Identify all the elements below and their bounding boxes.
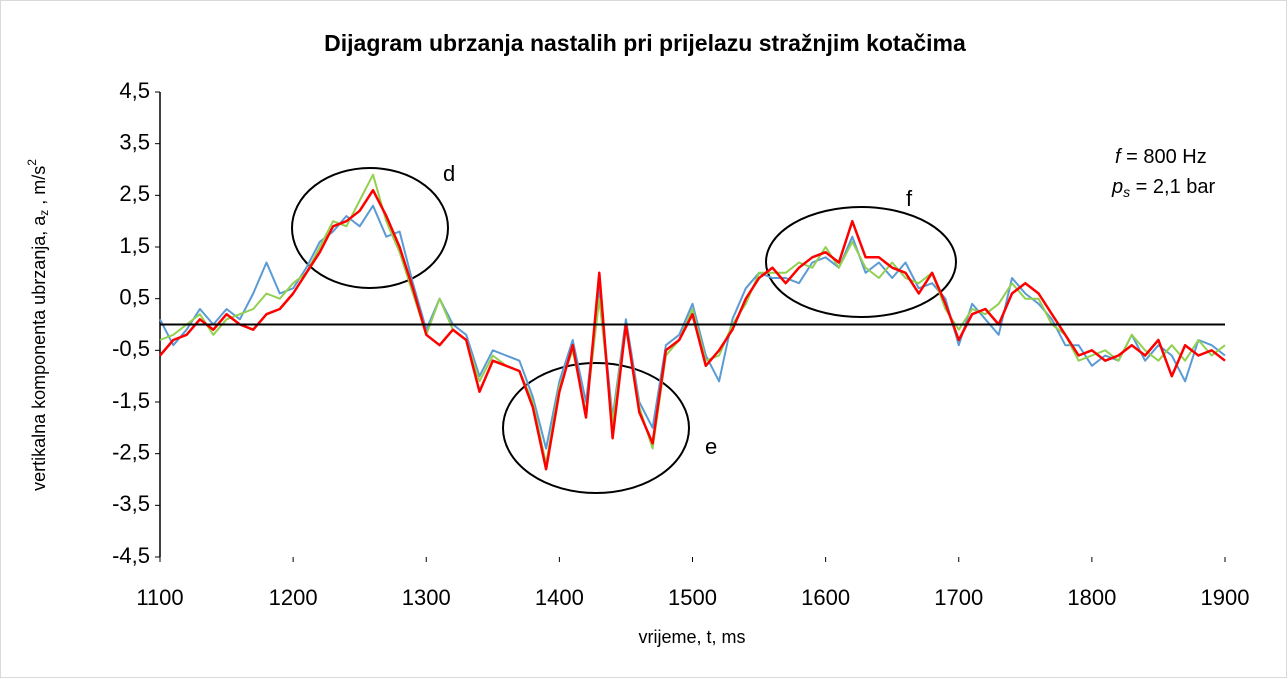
series-line — [159, 173, 1226, 465]
y-tick-label: 1,5 — [119, 233, 150, 258]
x-tick-label: 1900 — [1201, 585, 1250, 610]
y-tick-label: 0,5 — [119, 284, 150, 309]
ellipse — [765, 206, 957, 318]
y-label-sup: 2 — [25, 159, 39, 166]
param-value: = 800 Hz — [1121, 146, 1207, 168]
parameter: f = 800 Hz — [1115, 146, 1207, 168]
y-axis-label: vertikalna komponenta ubrzanja, az , m/s… — [25, 159, 51, 491]
x-tick-label: 1300 — [402, 585, 451, 610]
param-symbol: f — [1115, 146, 1123, 168]
annotation: f — [906, 186, 913, 211]
x-tick-label: 1200 — [269, 585, 318, 610]
x-axis-label: vrijeme, t, ms — [638, 627, 745, 647]
y-tick-label: 4,5 — [119, 78, 150, 103]
y-tick-label: -3,5 — [112, 491, 150, 516]
y-tick-label: -1,5 — [112, 388, 150, 413]
parameter: ps = 2,1 bar — [1111, 176, 1216, 199]
x-tick-label: 1100 — [136, 585, 183, 610]
y-tick-label: 2,5 — [119, 181, 150, 206]
annotation: e — [705, 434, 717, 459]
x-tick-label: 1600 — [801, 585, 850, 610]
ellipse — [502, 362, 690, 494]
y-tick-label: -4,5 — [112, 543, 150, 568]
x-tick-label: 1700 — [934, 585, 983, 610]
x-tick-label: 1500 — [668, 585, 717, 610]
ellipse — [291, 167, 449, 289]
param-sub: s — [1123, 184, 1130, 200]
y-label-part: vertikalna komponenta ubrzanja, a — [29, 215, 49, 491]
param-value: = 2,1 bar — [1130, 176, 1215, 198]
y-tick-label: 3,5 — [119, 129, 150, 154]
x-tick-label: 1400 — [535, 585, 584, 610]
y-tick-label: -2,5 — [112, 439, 150, 464]
chart-title: Dijagram ubrzanja nastalih pri prijelazu… — [324, 30, 966, 56]
annotation: d — [443, 161, 455, 186]
series-line — [159, 188, 1226, 471]
y-label-part: , m/s — [29, 166, 49, 210]
highlight-ellipses — [291, 167, 957, 494]
x-tick-label: 1800 — [1067, 585, 1116, 610]
y-label-sub: z — [37, 210, 51, 216]
param-symbol: p — [1111, 176, 1123, 198]
y-tick-label: -0,5 — [112, 336, 150, 361]
